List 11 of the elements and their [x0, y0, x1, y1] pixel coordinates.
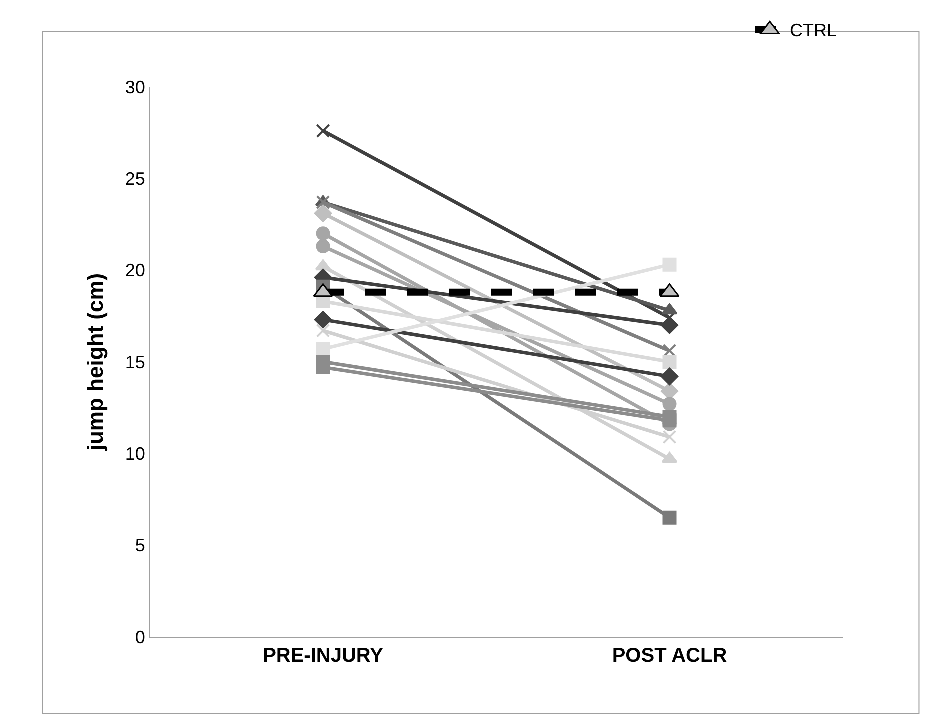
y-tick-label: 10 [125, 444, 146, 464]
legend-label: CTRL [790, 20, 838, 41]
x-tick-label: POST ACLR [612, 645, 728, 667]
y-axis-title: jump height (cm) [83, 273, 108, 452]
y-tick-label: 25 [125, 168, 146, 189]
y-tick-label: 0 [135, 627, 146, 648]
y-tick-label: 20 [125, 260, 146, 281]
y-tick-label: 15 [125, 352, 146, 372]
y-tick-label: 30 [125, 77, 146, 98]
y-tick-label: 5 [135, 536, 146, 556]
x-tick-label: PRE-INJURY [263, 645, 384, 667]
